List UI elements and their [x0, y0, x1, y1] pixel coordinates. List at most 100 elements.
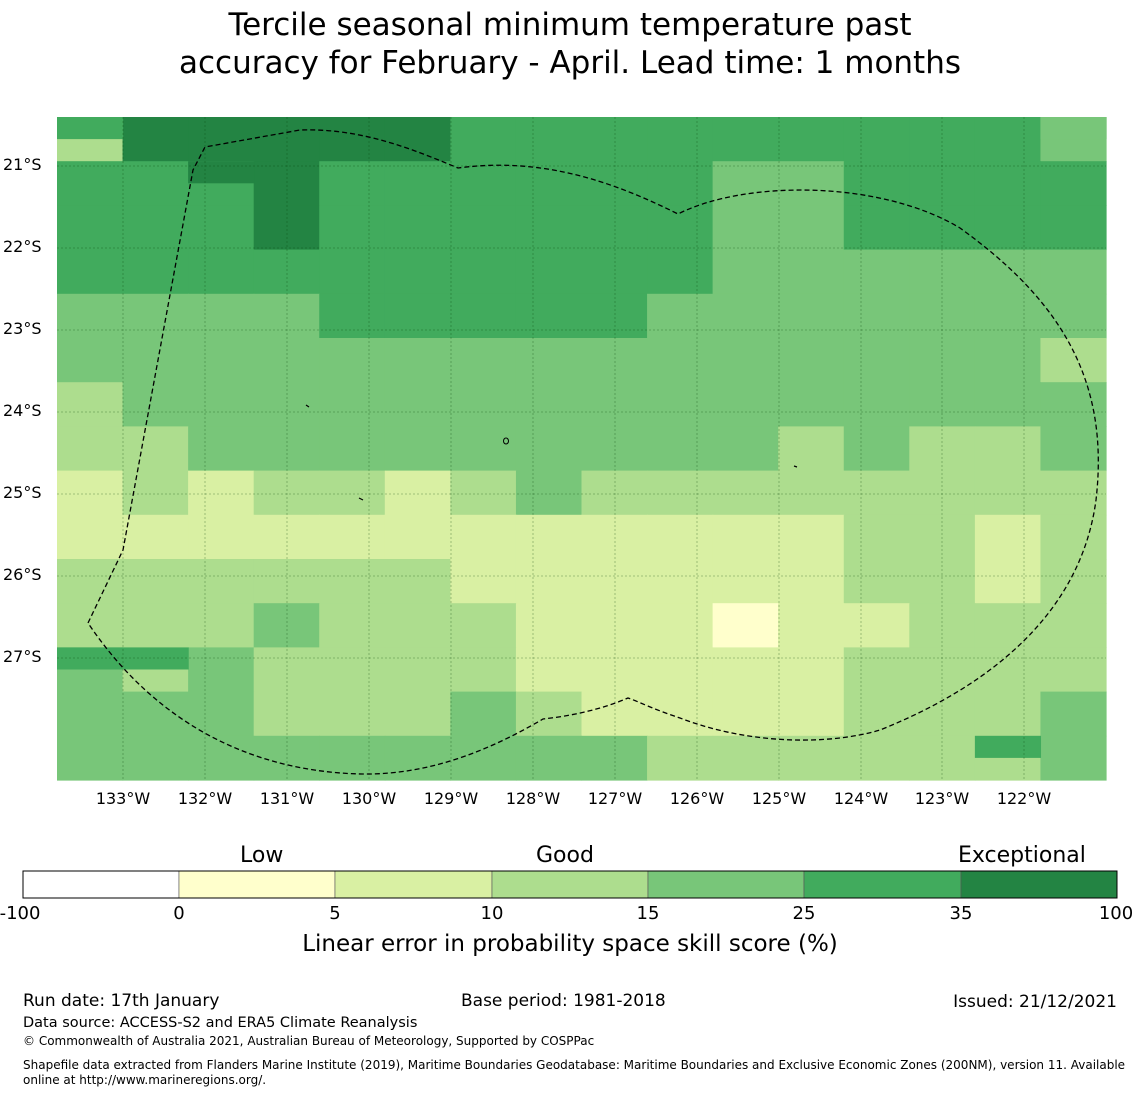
shapefile-credit-line-2: online at http://www.marineregions.org/.	[23, 1073, 267, 1087]
grid-cell	[843, 470, 910, 516]
grid-cell	[778, 735, 845, 781]
grid-cell	[319, 249, 386, 295]
grid-cell	[122, 205, 189, 251]
colorbar-segment	[803, 870, 962, 899]
colorbar-tick: 5	[329, 903, 341, 924]
grid-cell	[253, 382, 320, 427]
grid-cell	[319, 338, 386, 383]
colorbar-header-good: Good	[536, 843, 594, 868]
grid-cell	[974, 205, 1042, 251]
grid-cell	[515, 559, 583, 604]
title-line-1: Tercile seasonal minimum temperature pas…	[228, 7, 912, 43]
grid-cell	[778, 691, 845, 737]
grid-cell	[1040, 338, 1107, 383]
grid-cell	[647, 647, 714, 693]
grid-cell	[843, 426, 910, 472]
grid-cell	[581, 293, 648, 339]
grid-cell	[1040, 382, 1107, 427]
grid-cell	[909, 161, 976, 206]
colorbar-tick: 100	[1098, 903, 1134, 924]
grid-cell	[974, 249, 1042, 295]
grid-cell	[122, 470, 189, 516]
grid-cell	[515, 603, 583, 648]
grid-cell	[515, 470, 583, 516]
grid-cell	[843, 293, 910, 339]
grid-cell	[450, 559, 517, 604]
grid-cell	[122, 603, 189, 648]
grid-cell	[384, 559, 451, 604]
grid-cell	[188, 470, 255, 516]
grid-cell	[1040, 559, 1107, 604]
grid-cell	[974, 117, 1042, 162]
grid-cell	[974, 514, 1042, 560]
grid-cell-patch	[1040, 117, 1107, 140]
grid-cell-patch	[57, 117, 124, 140]
grid-cell	[1040, 249, 1107, 295]
grid-cell	[647, 514, 714, 560]
grid-cell	[581, 470, 648, 516]
grid-cell	[712, 559, 779, 604]
grid-cell	[384, 205, 451, 251]
grid-cell	[1040, 647, 1107, 693]
grid-cell	[909, 470, 976, 516]
grid-cell	[647, 338, 714, 383]
grid-cell	[188, 735, 255, 781]
grid-cell-patch	[122, 647, 189, 670]
lon-label: 131°W	[259, 789, 315, 808]
grid-cell	[712, 470, 779, 516]
grid-cell-patch	[188, 161, 255, 184]
grid-cell	[319, 293, 386, 339]
grid-cell	[122, 117, 189, 162]
grid-cell	[57, 514, 124, 560]
grid-cell	[712, 514, 779, 560]
grid-cell	[843, 691, 910, 737]
island-3	[793, 465, 798, 468]
grid-cell	[384, 470, 451, 516]
grid-cell	[647, 603, 714, 648]
grid-cell	[778, 647, 845, 693]
lon-label: 128°W	[505, 789, 561, 808]
grid-cell	[778, 117, 845, 162]
grid-cell	[581, 691, 648, 737]
grid-cell	[253, 249, 320, 295]
grid-cell	[450, 117, 517, 162]
colorbar-segment	[491, 870, 649, 899]
colorbar-segment	[647, 870, 805, 899]
grid-cell	[384, 249, 451, 295]
grid-cell	[319, 426, 386, 472]
lat-label: 22°S	[3, 237, 42, 256]
grid-cell	[319, 161, 386, 206]
grid-cell	[909, 603, 976, 648]
grid-cell	[515, 161, 583, 206]
chart-title: Tercile seasonal minimum temperature pas…	[0, 6, 1140, 82]
grid-cell	[319, 470, 386, 516]
grid-cell	[843, 338, 910, 383]
grid-cell	[319, 647, 386, 693]
grid-cell	[909, 382, 976, 427]
grid-cell	[974, 293, 1042, 339]
grid-cell	[450, 470, 517, 516]
grid-cell	[843, 647, 910, 693]
grid-cell	[188, 426, 255, 472]
grid-cell	[843, 735, 910, 781]
grid-cell	[712, 691, 779, 737]
grid-cell	[712, 293, 779, 339]
grid-cell	[57, 249, 124, 295]
grid-cell	[647, 735, 714, 781]
grid-cell	[581, 249, 648, 295]
grid-cell	[909, 647, 976, 693]
grid-cell	[122, 735, 189, 781]
colorbar-segment	[22, 870, 180, 899]
grid-cell	[909, 559, 976, 604]
grid-cell	[450, 514, 517, 560]
grid-cell	[253, 426, 320, 472]
grid-cell	[909, 426, 976, 472]
grid-cell	[188, 338, 255, 383]
grid-cell	[122, 426, 189, 472]
grid-cell	[515, 647, 583, 693]
colorbar	[22, 870, 1118, 899]
colorbar-segment	[334, 870, 493, 899]
grid-cell	[974, 647, 1042, 693]
grid-cell	[253, 117, 320, 162]
grid-cell	[188, 117, 255, 162]
